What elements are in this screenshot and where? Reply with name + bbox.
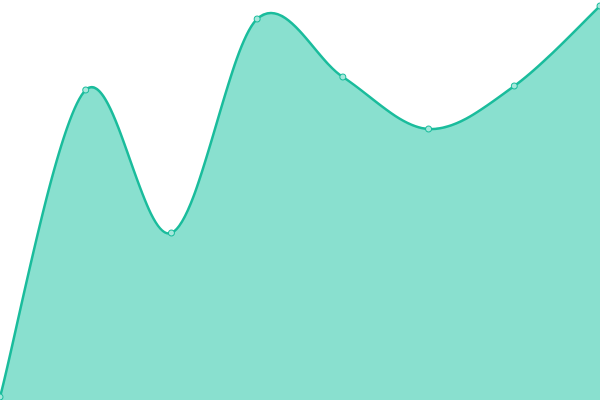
data-point (167, 229, 175, 237)
series-line (0, 5, 600, 398)
area-fill (0, 6, 600, 400)
data-point (510, 82, 518, 90)
data-point (253, 15, 261, 23)
data-point (339, 73, 347, 81)
data-point (425, 125, 433, 133)
data-point (0, 393, 4, 400)
data-point (82, 86, 90, 94)
data-point (596, 2, 600, 10)
